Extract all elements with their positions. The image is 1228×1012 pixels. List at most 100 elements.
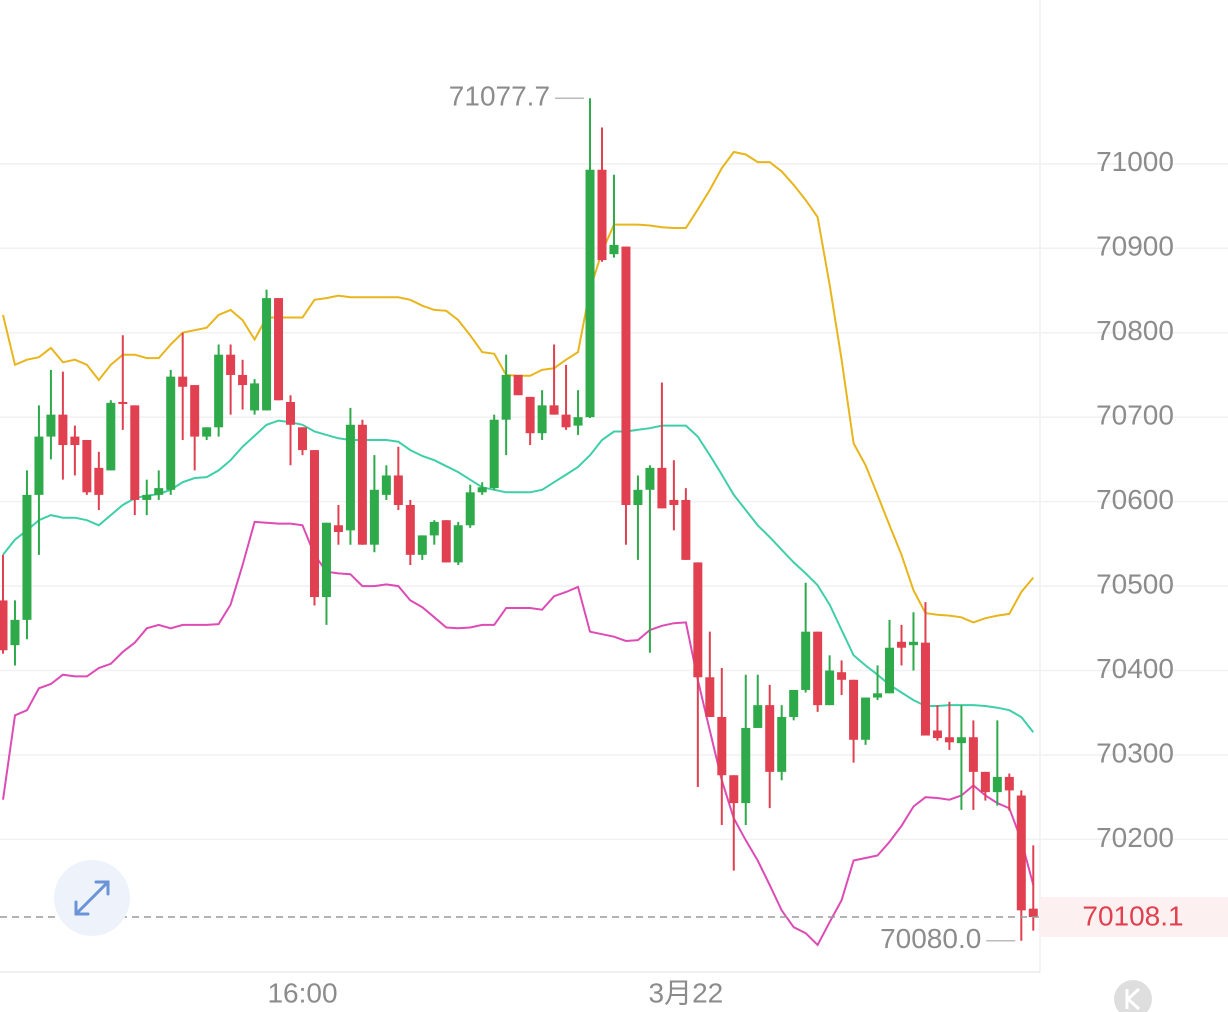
candle-body — [46, 414, 56, 437]
candle-body — [1016, 795, 1026, 911]
candle-body — [142, 494, 152, 500]
candle-body — [106, 402, 116, 471]
x-tick-label: 16:00 — [267, 977, 337, 1008]
candle-body — [956, 737, 966, 744]
candle-body — [465, 492, 475, 526]
candle-body — [333, 525, 343, 533]
candle-body — [501, 374, 511, 420]
candle-body — [597, 169, 607, 261]
candle-body — [813, 631, 823, 706]
candle-body — [789, 689, 799, 717]
candle-body — [250, 383, 260, 411]
candle-body — [897, 641, 906, 648]
y-tick-label: 70500 — [1096, 568, 1174, 599]
band-line — [2, 419, 1035, 733]
candle-body — [657, 467, 667, 509]
candle-body — [513, 374, 523, 396]
candle-body — [669, 499, 679, 506]
candle-body — [393, 475, 403, 506]
candle-body — [429, 521, 439, 536]
candle-body — [489, 419, 499, 489]
candle-body — [573, 417, 583, 426]
min-label: 70080.0 — [880, 923, 981, 954]
candle-body — [861, 697, 871, 740]
band-line — [2, 520, 1035, 947]
candle-body — [70, 436, 80, 446]
y-tick-label: 70300 — [1096, 737, 1174, 768]
candle-body — [1028, 908, 1038, 918]
candle-body — [274, 298, 284, 401]
candle-body — [729, 775, 739, 804]
candle-body — [309, 450, 319, 598]
y-tick-label: 70900 — [1096, 231, 1174, 262]
candle-body — [178, 376, 188, 387]
candle-body — [0, 600, 8, 651]
last-price-box — [1040, 897, 1228, 938]
candle-body — [885, 647, 895, 694]
y-tick-label: 70700 — [1096, 400, 1174, 431]
candle-body — [22, 494, 32, 620]
candle-body — [561, 414, 571, 428]
candle-body — [621, 246, 631, 506]
candle-body — [1004, 776, 1014, 791]
candle-body — [992, 776, 1002, 793]
candle-body — [825, 670, 835, 706]
x-tick-label: 3月22 — [649, 977, 724, 1008]
candle-body — [549, 405, 559, 415]
y-tick-label: 71000 — [1096, 146, 1174, 177]
candle-body — [357, 424, 367, 545]
y-tick-label: 70800 — [1096, 315, 1174, 346]
candle-body — [477, 487, 487, 493]
candle-body — [286, 401, 296, 425]
candle-body — [537, 405, 547, 434]
candle-body — [908, 641, 918, 646]
candle-body — [968, 737, 978, 772]
plot: 70200 70300 70400 70500 70600 70700 70800 70900… — [0, 81, 1228, 1008]
candle-body — [369, 489, 379, 545]
candle-body — [849, 679, 859, 740]
candle-body — [34, 436, 44, 495]
candle-body — [837, 672, 847, 680]
candle-body — [453, 525, 463, 563]
candle-body — [58, 414, 68, 446]
candle-body — [944, 737, 954, 743]
candle-body — [298, 427, 307, 451]
candle-body — [932, 730, 942, 739]
candle-body — [345, 424, 355, 531]
candle-body — [441, 520, 451, 563]
candle-body — [980, 771, 990, 793]
candle-body — [417, 535, 427, 555]
y-tick-label: 70600 — [1096, 484, 1174, 515]
candle-body — [214, 354, 224, 428]
candle-body — [190, 385, 200, 437]
y-tick-label: 70400 — [1096, 653, 1174, 684]
candle-body — [130, 405, 140, 500]
candle-body — [226, 354, 236, 375]
candle-body — [154, 488, 164, 495]
candle-body — [717, 716, 727, 776]
candle-body — [321, 522, 331, 598]
candle-body — [741, 727, 751, 804]
candle-body — [82, 439, 92, 493]
candle-body — [585, 169, 595, 418]
candle-body — [405, 505, 415, 555]
candle-body — [645, 467, 655, 490]
candle-body — [609, 244, 619, 255]
candle-body — [705, 677, 715, 717]
candle-body — [118, 401, 128, 404]
candle-body — [633, 489, 643, 506]
candle-body — [238, 374, 248, 386]
candle-body — [920, 642, 930, 736]
candle-body — [94, 467, 104, 495]
kline-button[interactable] — [1114, 980, 1152, 1012]
y-tick-label: 70200 — [1096, 822, 1174, 853]
candle-body — [166, 376, 176, 490]
candle-body — [693, 562, 703, 678]
candle-body — [765, 705, 775, 772]
expand-button[interactable] — [54, 860, 130, 936]
candle-body — [873, 693, 883, 698]
candle-body — [10, 619, 20, 646]
candle-body — [753, 705, 763, 728]
